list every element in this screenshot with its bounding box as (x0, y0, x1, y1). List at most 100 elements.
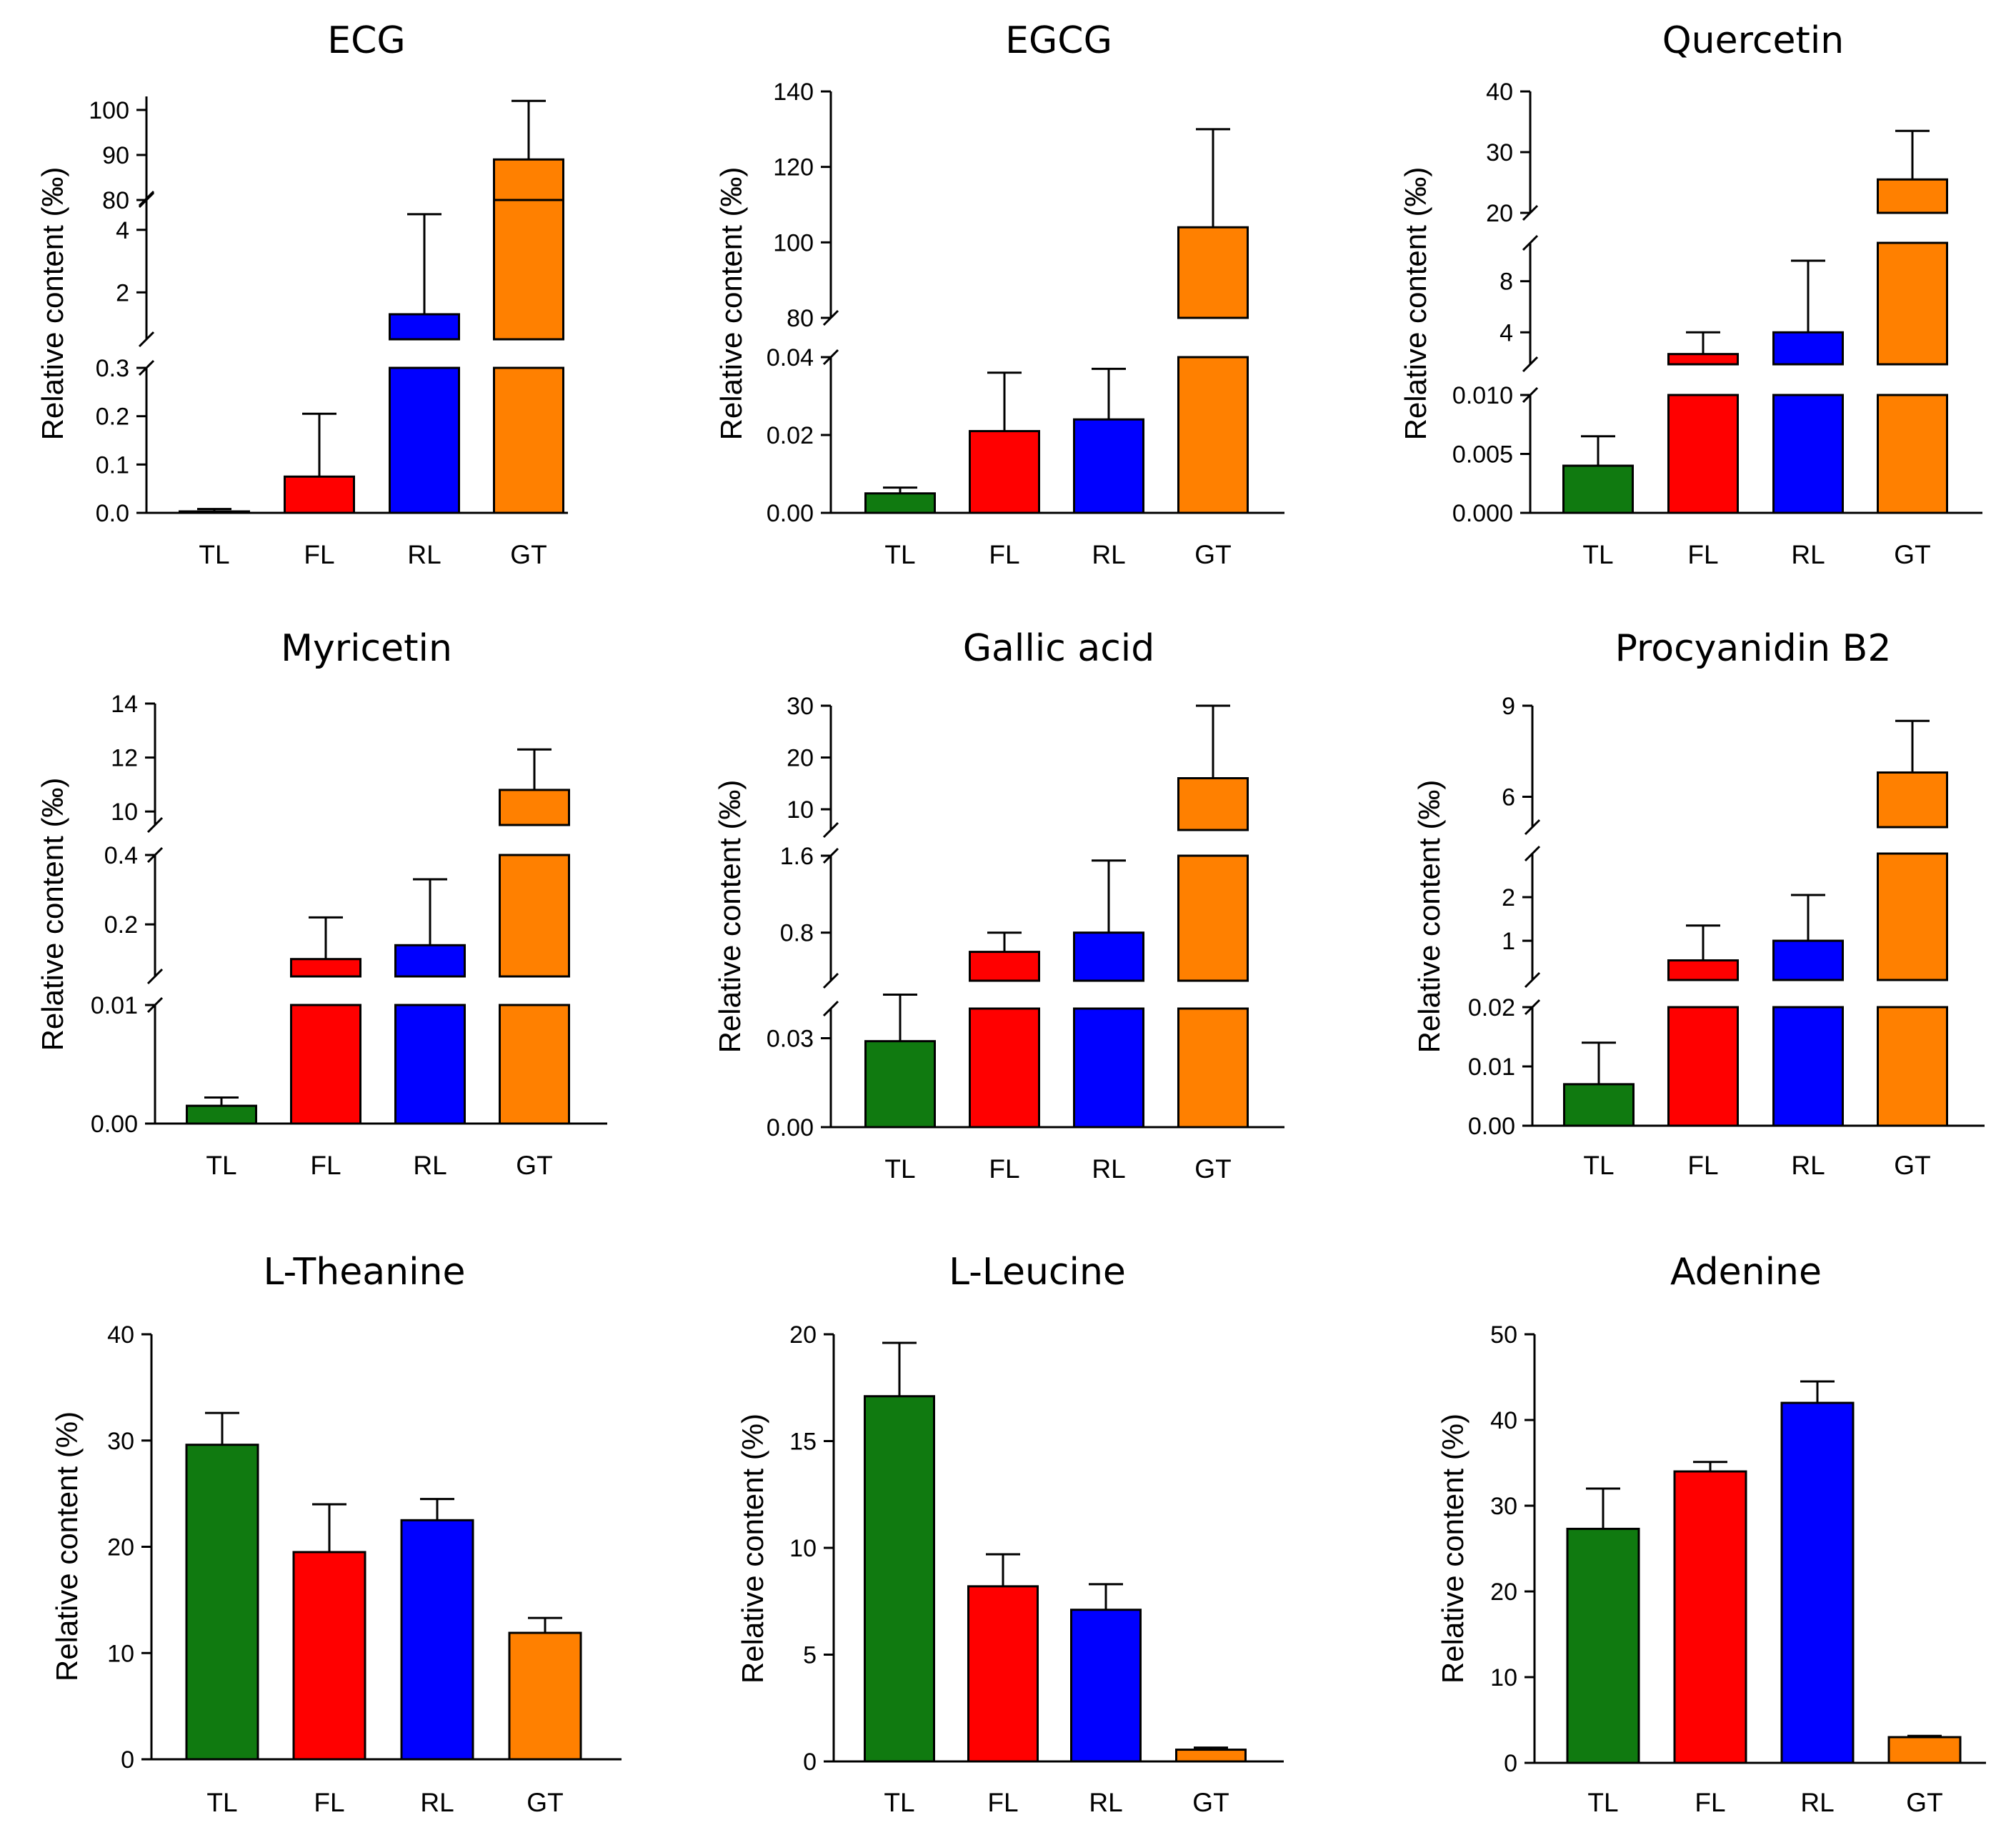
y-tick-label: 50 (1490, 1321, 1517, 1349)
x-tick-label: RL (407, 540, 441, 569)
y-tick-label: 0.005 (1452, 441, 1513, 469)
y-tick-label: 0.04 (767, 344, 814, 371)
bar-rl (1073, 931, 1144, 982)
y-tick-label: 10 (789, 1535, 817, 1562)
axis-break-mark (1524, 999, 1541, 1016)
axis-break-mark (146, 816, 164, 834)
panel-title: ECG (327, 19, 405, 62)
x-tick-label: TL (1582, 540, 1613, 569)
panel-marks-adenine: 0 10 20 30 40 50 TL FL RL GT (1490, 1321, 1986, 1817)
bar-rl (1780, 1401, 1855, 1764)
y-tick-label: 40 (1486, 79, 1513, 106)
y-tick-label: 20 (787, 745, 814, 772)
y-tick-label: 0.02 (1468, 994, 1515, 1021)
y-tick-label: 2 (116, 279, 129, 306)
bar-rl (400, 1519, 474, 1761)
x-tick-label: RL (1089, 1788, 1122, 1817)
axis-break-mark (146, 968, 164, 985)
y-tick-label: 0.4 (104, 842, 138, 869)
panel-title: L-Theanine (264, 1251, 466, 1294)
y-tick-label: 0.00 (1468, 1113, 1515, 1140)
panel-marks-ecg: 0.0 0.1 0.2 0.3 2 4 80 90 100 TL FL RL GT (89, 96, 568, 569)
panel-marks-quercetin: 0.000 0.005 0.010 4 8 20 30 40 TL FL RL GT (1452, 79, 1982, 569)
y-tick-label: 0.0 (96, 500, 129, 527)
bar-gt (499, 854, 570, 978)
x-tick-label: RL (1092, 1154, 1125, 1184)
bar-rl (1772, 1006, 1844, 1127)
bar-gt (499, 789, 570, 826)
x-tick-label: TL (206, 1788, 237, 1817)
bar-tl (1563, 1083, 1635, 1127)
panel-quercetin: Quercetin Relative content (‰) (1399, 19, 1844, 440)
x-tick-label: TL (199, 540, 229, 569)
bar-gt (1877, 241, 1948, 366)
panel-marks-gallic-acid: 0.00 0.03 0.8 1.6 10 20 30 TL FL RL GT (767, 693, 1284, 1184)
bar-tl (1562, 464, 1634, 514)
y-tick-label: 30 (107, 1428, 134, 1455)
y-tick-label: 9 (1502, 693, 1515, 720)
x-tick-label: FL (1687, 1151, 1718, 1180)
y-tick-label: 15 (789, 1429, 817, 1456)
x-tick-label: RL (420, 1788, 454, 1817)
axis-break-mark (1524, 971, 1541, 989)
y-tick-label: 90 (102, 142, 129, 169)
bar-fl (1673, 1470, 1747, 1764)
panel-adenine: Adenine Relative content (%) (1436, 1251, 1822, 1684)
x-tick-label: GT (1192, 1788, 1229, 1817)
x-tick-label: FL (989, 1154, 1019, 1184)
panel-ecg: ECG Relative content (‰) (36, 19, 406, 440)
panel-marks-myricetin: 0.00 0.01 0.2 0.4 10 12 14 TL FL RL GT (91, 691, 607, 1180)
bar-gt (1177, 1007, 1249, 1129)
panel-marks-l-theanine: 0 10 20 30 40 TL FL RL GT (107, 1321, 622, 1817)
x-tick-label: GT (1194, 540, 1231, 569)
y-tick-label: 30 (1490, 1493, 1517, 1520)
bar-rl (1073, 1007, 1144, 1129)
panel-title: Adenine (1670, 1251, 1822, 1294)
panel-myricetin: Myricetin Relative content (‰) (36, 627, 452, 1051)
y-tick-label: 0.00 (767, 1114, 814, 1141)
bar-fl (1667, 353, 1739, 366)
x-tick-label: GT (1894, 540, 1930, 569)
panel-l-leucine: L-Leucine Relative content (%) (736, 1251, 1126, 1684)
y-tick-label: 5 (803, 1642, 817, 1669)
bar-gt (493, 158, 564, 201)
y-tick-label: 0.010 (1452, 382, 1513, 409)
bar-gt (1877, 771, 1948, 829)
bar-fl (1667, 1006, 1739, 1127)
y-tick-label: 2 (1502, 884, 1515, 911)
y-tick-label: 6 (1502, 784, 1515, 811)
panel-title: Myricetin (281, 627, 452, 670)
bar-rl (394, 1004, 466, 1125)
bar-gt (1177, 226, 1249, 319)
y-tick-label: 20 (1490, 1579, 1517, 1606)
x-tick-label: FL (304, 540, 334, 569)
y-tick-label: 0.02 (767, 422, 814, 449)
bar-rl (1772, 939, 1844, 981)
bar-gt (1177, 777, 1249, 831)
x-tick-label: FL (314, 1788, 344, 1817)
y-axis-label: Relative content (%) (1436, 1414, 1469, 1684)
axis-break-mark (1522, 356, 1539, 373)
x-tick-label: TL (1587, 1788, 1618, 1817)
y-axis-label: Relative content (‰) (36, 778, 69, 1051)
y-tick-label: 0.3 (96, 355, 129, 382)
axis-break-mark (822, 309, 839, 326)
bar-gt (1175, 1749, 1247, 1763)
y-tick-label: 0.01 (91, 992, 138, 1019)
bar-gt (1877, 852, 1948, 981)
axis-break-mark (1522, 204, 1539, 221)
x-tick-label: TL (884, 1154, 915, 1184)
x-tick-label: TL (1583, 1151, 1614, 1180)
panel-egcg: EGCG Relative content (‰) (714, 19, 1112, 440)
y-tick-label: 100 (89, 97, 129, 124)
y-tick-label: 10 (107, 1640, 134, 1667)
bar-tl (185, 1444, 259, 1761)
bar-fl (290, 1004, 361, 1125)
bar-fl (292, 1551, 366, 1761)
x-tick-label: GT (1906, 1788, 1942, 1817)
y-tick-label: 12 (111, 745, 138, 772)
y-tick-label: 80 (102, 187, 129, 214)
bar-tl (186, 1104, 257, 1125)
bar-fl (967, 1585, 1039, 1763)
